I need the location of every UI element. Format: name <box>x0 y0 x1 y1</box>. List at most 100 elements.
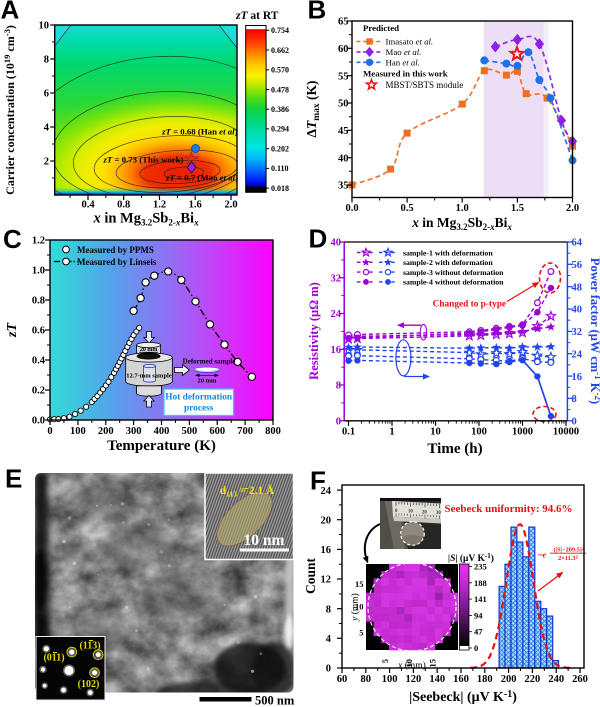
svg-text:0.0: 0.0 <box>32 416 45 427</box>
svg-text:0.6: 0.6 <box>32 326 45 337</box>
svg-text:zT = 0.73 (This work): zT = 0.73 (This work) <box>102 155 183 165</box>
svg-text:8: 8 <box>326 604 331 615</box>
svg-text:8: 8 <box>44 55 49 66</box>
svg-text:700: 700 <box>237 426 253 437</box>
svg-text:0: 0 <box>395 509 398 514</box>
svg-text:|S| (μV K-1): |S| (μV K-1) <box>448 552 494 564</box>
svg-text:140: 140 <box>429 674 445 685</box>
svg-text:12.7-mm sample: 12.7-mm sample <box>126 373 172 380</box>
svg-text:20: 20 <box>422 510 427 515</box>
svg-text:56: 56 <box>572 260 583 271</box>
svg-text:0.8: 0.8 <box>117 200 130 211</box>
svg-text:80: 80 <box>361 674 372 685</box>
svg-text:0.386: 0.386 <box>271 105 289 114</box>
svg-text:E: E <box>5 464 22 494</box>
svg-text:1.2: 1.2 <box>153 200 166 211</box>
svg-text:10: 10 <box>404 659 414 668</box>
svg-text:2.0: 2.0 <box>224 200 237 211</box>
svg-text:0: 0 <box>326 664 331 675</box>
svg-text:16: 16 <box>331 345 342 356</box>
svg-text:0.478: 0.478 <box>271 85 289 94</box>
svg-text:2×11.32: 2×11.32 <box>558 555 578 562</box>
svg-text:16: 16 <box>321 545 332 556</box>
svg-text:0.110: 0.110 <box>271 164 289 173</box>
svg-text:MBST/SBTS module: MBST/SBTS module <box>386 80 464 90</box>
svg-text:10: 10 <box>408 510 413 515</box>
svg-text:4: 4 <box>326 634 332 645</box>
svg-text:10 nm: 10 nm <box>244 532 285 549</box>
svg-text:zT: zT <box>5 322 20 338</box>
svg-text:400: 400 <box>154 426 170 437</box>
svg-text:Time (h): Time (h) <box>427 441 482 457</box>
svg-text:500: 500 <box>182 426 198 437</box>
svg-text:5: 5 <box>380 659 390 663</box>
svg-text:D: D <box>309 224 328 254</box>
svg-text:Seebeck uniformity: 94.6%: Seebeck uniformity: 94.6% <box>445 503 573 515</box>
svg-text:Temperature (K): Temperature (K) <box>107 438 216 454</box>
svg-text:sample-1 with deformation: sample-1 with deformation <box>403 248 493 257</box>
svg-text:15: 15 <box>355 579 364 589</box>
svg-text:15: 15 <box>428 659 438 668</box>
svg-text:0.8: 0.8 <box>32 296 45 307</box>
svg-text:48: 48 <box>572 282 583 293</box>
svg-text:0.570: 0.570 <box>271 66 289 75</box>
svg-text:240: 240 <box>548 674 564 685</box>
svg-text:1.6: 1.6 <box>189 200 202 211</box>
svg-text:220: 220 <box>525 674 541 685</box>
svg-text:8: 8 <box>572 394 577 405</box>
svg-text:120: 120 <box>406 674 422 685</box>
svg-text:0.0: 0.0 <box>345 203 358 214</box>
svg-text:1: 1 <box>389 427 394 438</box>
svg-text:2: 2 <box>44 157 49 168</box>
svg-text:1000: 1000 <box>512 427 533 438</box>
svg-text:Measured by Linseis: Measured by Linseis <box>77 257 157 267</box>
svg-text:50: 50 <box>338 99 349 110</box>
svg-text:x (mm): x (mm) <box>397 660 426 671</box>
svg-text:0: 0 <box>336 417 341 428</box>
svg-text:500 nm: 500 nm <box>255 694 295 707</box>
svg-text:0: 0 <box>572 417 577 428</box>
svg-text:sample-4 without deformation: sample-4 without deformation <box>403 278 504 287</box>
svg-text:Power factor (μW cm-1 K-2): Power factor (μW cm-1 K-2) <box>588 258 600 404</box>
svg-text:y (mm): y (mm) <box>350 593 361 622</box>
svg-text:Count: Count <box>303 557 318 594</box>
svg-text:94: 94 <box>474 610 483 620</box>
svg-text:40: 40 <box>338 153 349 164</box>
svg-text:F: F <box>310 466 326 496</box>
svg-text:x in Mg3.2Sb2-xBix: x in Mg3.2Sb2-xBix <box>92 211 199 228</box>
svg-text:B: B <box>308 0 327 25</box>
svg-text:process: process <box>184 404 214 414</box>
svg-text:24: 24 <box>331 309 342 320</box>
svg-text:0.018: 0.018 <box>271 184 289 193</box>
svg-text:(|S|−209.5)2: (|S|−209.5)2 <box>554 547 585 554</box>
svg-text:sample-3 without deformation: sample-3 without deformation <box>403 268 504 277</box>
svg-text:188: 188 <box>474 578 487 588</box>
svg-text:Mao et al.: Mao et al. <box>386 47 422 57</box>
svg-text:2.0: 2.0 <box>566 203 579 214</box>
svg-text:10: 10 <box>355 601 364 611</box>
svg-text:10: 10 <box>430 427 441 438</box>
svg-text:Predicted: Predicted <box>363 23 399 33</box>
svg-text:0.4: 0.4 <box>32 356 46 367</box>
svg-text:C: C <box>3 224 22 254</box>
svg-text:(102): (102) <box>78 679 100 690</box>
svg-text:Carrier concentration (1019 cm: Carrier concentration (1019 cm-3) <box>2 25 17 195</box>
svg-text:47: 47 <box>474 627 483 637</box>
svg-text:5: 5 <box>359 628 363 638</box>
svg-text:Measured by PPMS: Measured by PPMS <box>77 245 154 255</box>
svg-text:ΔTmax (K): ΔTmax (K) <box>304 80 322 137</box>
svg-text:160: 160 <box>453 674 469 685</box>
svg-text:0.662: 0.662 <box>271 46 289 55</box>
svg-text:Hot deformation: Hot deformation <box>165 393 233 403</box>
svg-text:45: 45 <box>338 126 349 137</box>
svg-text:1.2: 1.2 <box>32 236 45 247</box>
svg-text:12: 12 <box>321 575 332 586</box>
svg-text:24: 24 <box>321 486 332 497</box>
svg-text:0.294: 0.294 <box>271 125 289 134</box>
svg-text:zT = 0.68 (Han et al): zT = 0.68 (Han et al) <box>161 127 237 137</box>
svg-text:55: 55 <box>338 71 349 82</box>
svg-text:0.4: 0.4 <box>81 200 95 211</box>
svg-text:0: 0 <box>47 426 52 437</box>
svg-text:~e: ~e <box>538 551 547 560</box>
svg-text:Han et al.: Han et al. <box>386 58 420 68</box>
